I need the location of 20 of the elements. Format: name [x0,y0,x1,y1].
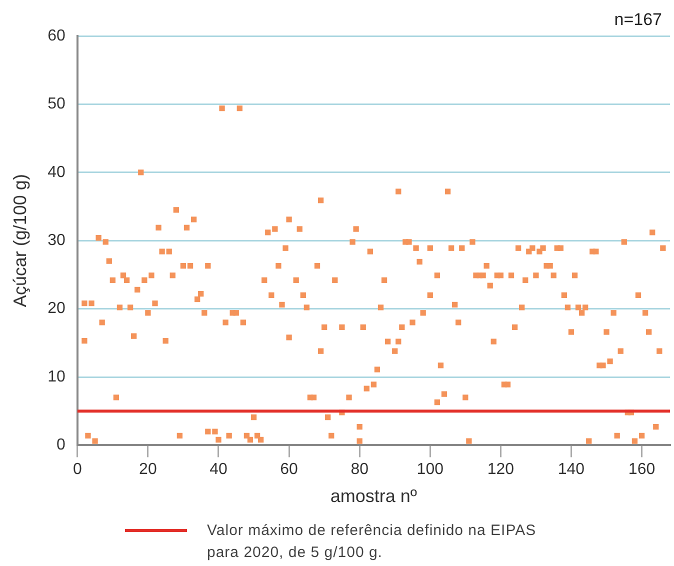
x-tick-label: 80 [350,461,369,478]
y-tick-label: 40 [48,164,66,181]
x-axis-title: amostra nº [330,486,418,506]
y-tick-label: 50 [48,96,66,113]
x-tick-label: 120 [487,461,514,478]
text: n=167 [614,10,662,30]
y-axis-title: Açúcar (g/100 g) [10,174,30,308]
x-tick-label: 40 [210,461,228,478]
y-tick-label: 0 [56,436,66,454]
x-tick-label: 100 [416,461,444,478]
x-tick-label: 60 [280,461,298,478]
y-tick-label: 60 [48,27,66,44]
x-tick-label: 20 [139,461,157,478]
x-tick-label: 160 [628,461,656,478]
x-tick-label: 0 [72,461,82,478]
y-tick-label: 20 [48,300,66,318]
y-tick-label: 30 [48,232,66,250]
legend-label: Valor máximo de referência definido na EIPAS para 2020, de 5 g/100 g. [207,521,538,563]
y-tick-label: 10 [48,368,66,386]
x-tick-label: 140 [558,461,585,478]
